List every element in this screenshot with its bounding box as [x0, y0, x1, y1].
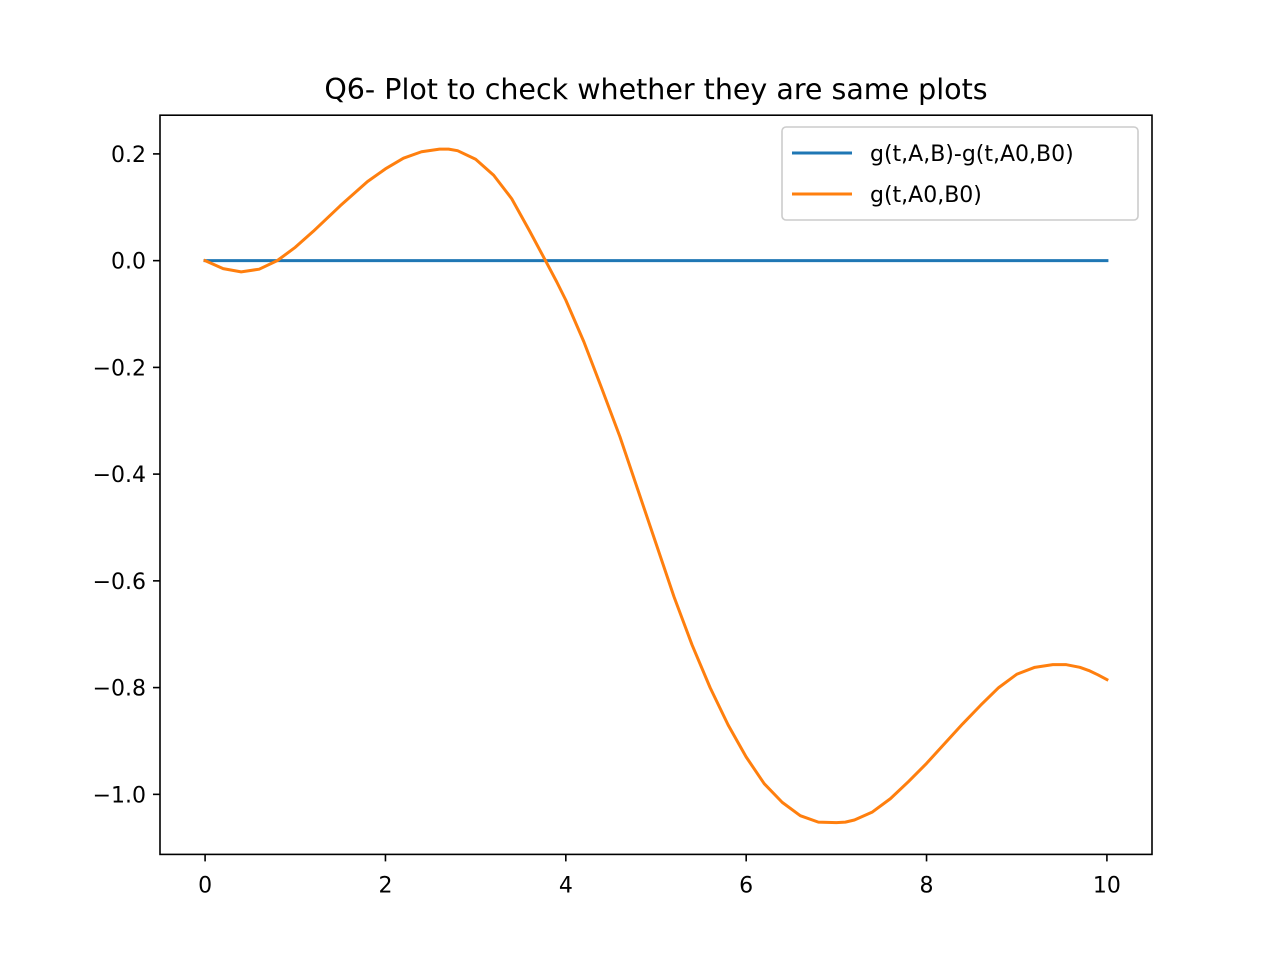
y-tick-label: −0.4	[93, 463, 146, 488]
legend: g(t,A,B)-g(t,A0,B0) g(t,A0,B0)	[781, 126, 1139, 221]
y-tick-label: 0.2	[111, 143, 146, 168]
chart-title: Q6- Plot to check whether they are same …	[324, 73, 987, 106]
y-tick-label: −0.8	[93, 677, 146, 702]
x-axis: 0 2 4 6 8 10	[198, 854, 1121, 898]
series-layer	[203, 147, 1109, 825]
x-tick-label: 6	[739, 873, 753, 898]
legend-label-1: g(t,A,B)-g(t,A0,B0)	[870, 142, 1074, 167]
x-tick-label: 2	[378, 873, 392, 898]
x-tick-label: 10	[1093, 873, 1121, 898]
legend-box	[781, 126, 1139, 221]
legend-label-2: g(t,A0,B0)	[870, 183, 982, 208]
y-tick-label: −0.2	[93, 356, 146, 381]
x-tick-label: 0	[198, 873, 212, 898]
x-tick-label: 8	[920, 873, 934, 898]
plot-area-frame	[159, 114, 1153, 856]
series-line-2	[203, 147, 1109, 825]
y-tick-label: 0.0	[111, 250, 146, 275]
y-axis: 0.2 0.0 −0.2 −0.4 −0.6 −0.8 −1.0	[93, 143, 160, 808]
y-tick-label: −0.6	[93, 570, 146, 595]
y-tick-label: −1.0	[93, 783, 146, 808]
x-tick-label: 4	[559, 873, 573, 898]
